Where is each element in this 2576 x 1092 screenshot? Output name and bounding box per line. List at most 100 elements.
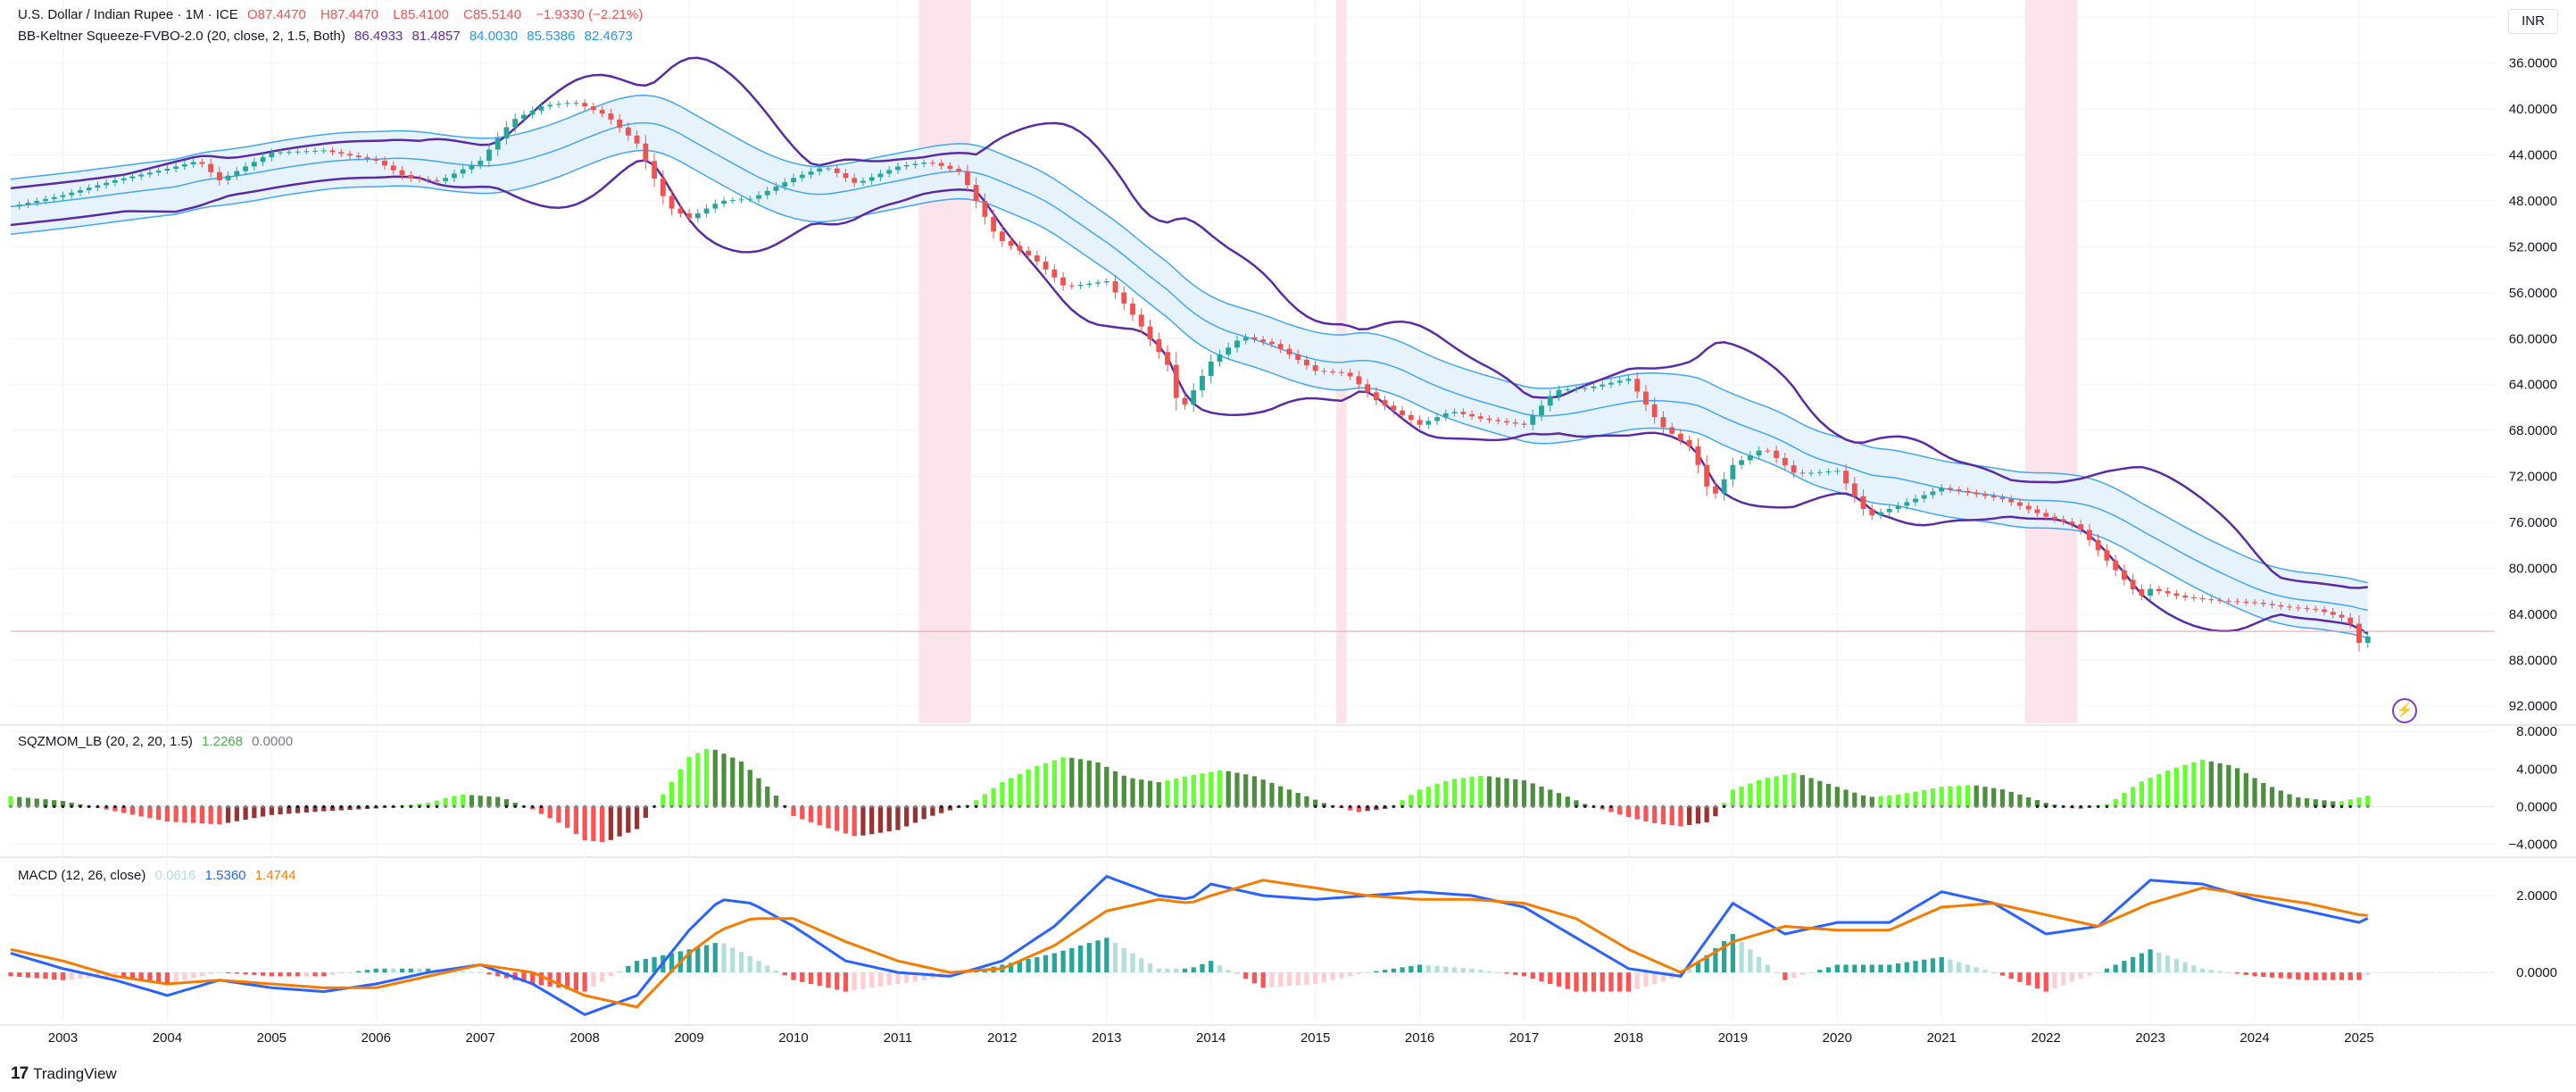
squeeze-dot <box>1932 804 1935 808</box>
momentum-bar <box>835 806 840 831</box>
time-tick-label: 2015 <box>1300 1030 1330 1046</box>
momentum-bar <box>52 800 57 807</box>
candle-body <box>703 208 710 213</box>
macd-histogram-bar <box>2139 953 2145 973</box>
macd-histogram-bar <box>1443 966 1449 973</box>
momentum-bar <box>129 806 136 815</box>
squeeze-dot <box>26 804 29 808</box>
candle-body <box>868 177 875 181</box>
macd-histogram-bar <box>1348 972 1353 977</box>
momentum-bar <box>1051 760 1057 807</box>
macd-histogram-bar <box>1608 972 1614 992</box>
candle-body <box>1616 380 1623 383</box>
momentum-bar <box>1365 806 1370 812</box>
squeeze-dot <box>2339 804 2343 808</box>
macd-histogram-bar <box>947 972 953 977</box>
macd-legend[interactable]: MACD (12, 26, close) 0.0616 1.5360 1.474… <box>18 868 302 883</box>
macd-histogram-bar <box>1313 972 1318 984</box>
tradingview-logo[interactable]: 17 TradingView <box>11 1064 117 1084</box>
candle-body <box>1251 337 1258 340</box>
momentum-bar <box>2165 770 2171 807</box>
macd-histogram-bar <box>1825 967 1832 973</box>
candle-body <box>2025 505 2032 510</box>
candle-body <box>1686 439 1692 446</box>
candle-body <box>1956 489 1962 491</box>
candle-body <box>564 103 570 104</box>
momentum-bar <box>112 806 118 812</box>
squeeze-dot <box>1661 804 1665 808</box>
squeeze-dot <box>913 804 917 808</box>
macd-histogram-bar <box>1251 972 1258 984</box>
candle-body <box>1226 347 1232 355</box>
candle-body <box>2260 603 2266 604</box>
macd-histogram-bar <box>147 972 153 982</box>
candle-body <box>1974 492 1980 495</box>
macd-histogram-bar <box>287 972 292 977</box>
macd-histogram-bar <box>1260 972 1266 988</box>
momentum-bar <box>2339 801 2345 807</box>
candle-body <box>1704 464 1710 487</box>
momentum-bar <box>2199 759 2206 807</box>
candle-body <box>1869 509 1875 516</box>
candle-body <box>86 188 92 190</box>
candle-body <box>2287 606 2292 608</box>
momentum-bar <box>1026 769 1031 807</box>
sqzmom-legend[interactable]: SQZMOM_LB (20, 2, 20, 1.5) 1.2268 0.0000 <box>18 734 298 749</box>
bollinger-upper-line <box>10 56 2368 589</box>
candle-body <box>1495 420 1501 421</box>
candle-body <box>1330 371 1336 372</box>
squeeze-dot <box>2018 804 2022 808</box>
momentum-bar <box>182 806 187 823</box>
macd-histogram-bar <box>199 972 205 977</box>
momentum-bar <box>1922 789 1927 807</box>
candle-body <box>434 179 440 181</box>
macd-histogram-bar <box>2296 972 2301 979</box>
macd-histogram-bar <box>2191 965 2197 973</box>
candle-body <box>329 150 336 153</box>
macd-histogram-bar <box>321 972 327 977</box>
lightning-icon[interactable]: ⚡ <box>2392 698 2417 723</box>
macd-histogram-bar <box>1165 968 1170 973</box>
squeeze-dot <box>2366 804 2370 808</box>
candle-body <box>1086 283 1093 286</box>
momentum-bar <box>2182 764 2188 807</box>
macd-histogram-bar <box>138 972 144 980</box>
candle-body <box>625 127 631 136</box>
time-tick-label: 2023 <box>2135 1030 2165 1046</box>
macd-histogram-bar <box>1330 972 1335 980</box>
macd-histogram-bar <box>1269 972 1275 988</box>
candle-body <box>1051 269 1058 278</box>
momentum-bar <box>2234 768 2240 807</box>
squeeze-dot <box>2236 804 2239 808</box>
keltner-fill <box>11 95 2368 638</box>
candle-body <box>60 195 66 197</box>
momentum-bar <box>2261 782 2266 807</box>
macd-histogram-bar <box>417 968 422 973</box>
squeeze-dot <box>2035 804 2039 808</box>
candle-body <box>443 178 449 181</box>
candle-body <box>2165 591 2171 594</box>
momentum-bar <box>34 798 39 807</box>
momentum-bar <box>1704 806 1709 823</box>
momentum-bar <box>1843 789 1849 807</box>
momentum-bar <box>686 756 692 807</box>
momentum-bar <box>1165 779 1170 807</box>
momentum-bar <box>1513 779 1518 807</box>
macd-histogram-bar <box>965 972 970 974</box>
macd-histogram-bar <box>1948 959 1953 973</box>
momentum-bar <box>1269 782 1275 807</box>
candle-body <box>1191 390 1197 405</box>
momentum-bar <box>982 794 988 807</box>
candle-body <box>973 185 979 201</box>
candle-body <box>1208 362 1214 377</box>
momentum-bar <box>2148 778 2153 807</box>
macd-histogram-bar <box>912 972 918 982</box>
currency-button[interactable]: INR <box>2508 9 2558 34</box>
candle-body <box>199 162 205 164</box>
candle-body <box>1477 416 1483 419</box>
bb-kc-legend[interactable]: BB-Keltner Squeeze-FVBO-2.0 (20, close, … <box>18 29 638 44</box>
squeeze-dot <box>496 804 500 808</box>
macd-histogram-bar <box>391 968 396 973</box>
momentum-bar <box>703 748 710 807</box>
squeeze-dot <box>2097 804 2100 808</box>
